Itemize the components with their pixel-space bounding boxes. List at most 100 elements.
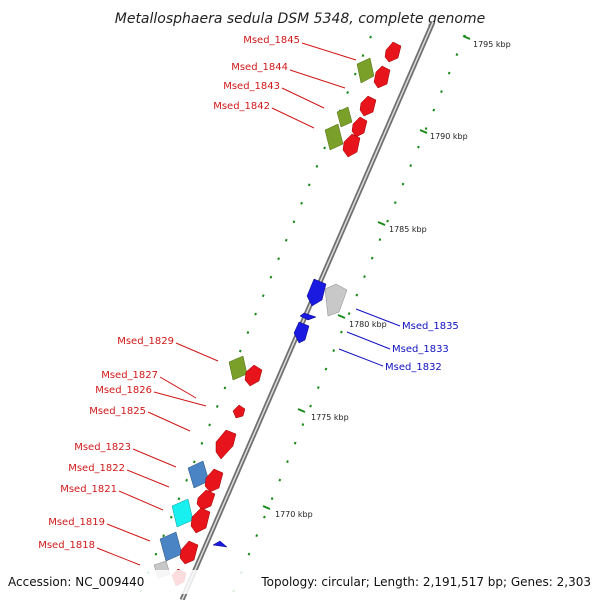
connector-1844 [289,69,346,89]
outer-ring-dot [286,460,289,464]
outer-ring-dot [370,256,374,260]
label-msed-1826[interactable]: Msed_1826 [95,385,152,396]
label-msed-1819[interactable]: Msed_1819 [48,517,105,528]
label-msed-1827[interactable]: Msed_1827 [101,370,158,381]
outer-ring-dot [278,478,282,482]
outer-ring-dot [417,145,420,149]
inner-ring-dot [361,54,365,58]
connector-1842 [271,107,315,129]
inner-ring-dot [269,275,273,279]
outer-ring-dot [340,330,343,334]
outer-ring-dot [409,164,413,168]
gene-msed-1842c[interactable] [342,133,361,158]
tick-label-1780: 1780 kbp [349,320,387,329]
scale-ring-inner [139,35,372,593]
label-msed-1844[interactable]: Msed_1844 [231,62,288,73]
tick-mark-1770 [262,505,271,510]
inner-ring-dot [323,146,326,150]
gene-msed-1844b[interactable] [373,65,391,89]
gene-msed-1819b[interactable] [179,540,199,565]
inner-ring-dot [177,497,181,501]
gene-msed-1835[interactable] [306,278,327,307]
inner-ring-dot [254,312,257,316]
outer-ring-dot [393,201,397,205]
footer-backdrop [0,570,600,594]
label-msed-1822[interactable]: Msed_1822 [68,463,125,474]
gene-msed-1842b[interactable] [324,123,344,151]
label-msed-1825[interactable]: Msed_1825 [89,406,146,417]
inner-ring-dot [223,386,227,390]
label-msed-1833[interactable]: Msed_1833 [392,344,449,355]
tick-mark-1795 [462,35,471,40]
gene-msed-1843b[interactable] [336,106,353,128]
inner-ring-dot [353,72,357,76]
gene-msed-1822[interactable] [196,489,216,511]
outer-ring-dot [455,53,459,57]
gene-msed-1844[interactable] [356,57,375,84]
gene-msed-1842[interactable] [351,116,368,138]
outer-ring-dot [347,312,351,316]
inner-ring-dot [369,35,372,39]
gene-msed-1821[interactable] [171,498,194,528]
tick-label-1770: 1770 kbp [275,510,313,519]
label-msed-1832[interactable]: Msed_1832 [385,362,442,373]
label-msed-1842[interactable]: Msed_1842 [213,101,270,112]
inner-ring-dot [261,294,265,298]
gene-msed-1845[interactable] [384,41,402,63]
connector-1835 [355,308,401,327]
accession-text: Accession: NC_009440 [8,575,144,589]
label-msed-1843[interactable]: Msed_1843 [223,81,280,92]
inner-ring-dot [162,534,165,538]
inner-ring-dot [284,238,288,242]
connector-1821 [118,490,164,511]
outer-ring-dot [355,293,359,297]
gene-msed-1823b[interactable] [204,468,224,493]
inner-ring-dot [215,404,219,408]
outer-ring-dot [255,534,259,538]
connector-1843 [281,87,325,109]
genome-summary-text: Topology: circular; Length: 2,191,517 bp… [260,575,591,589]
connector-1832 [338,348,384,367]
outer-ring-dot [270,497,274,501]
inner-ring-dot [315,164,319,168]
label-msed-1829[interactable]: Msed_1829 [117,336,174,347]
gene-msed-1826[interactable] [232,404,246,419]
gene-msed-1829[interactable] [228,355,248,381]
genome-backbone-highlight [181,21,434,600]
outer-ring-dot [447,71,451,75]
gene-msed-1843[interactable] [359,95,377,117]
gene-msed-1832[interactable] [293,321,310,344]
gene-msed-1825[interactable] [215,429,237,460]
gene-msed-1821b[interactable] [190,507,211,534]
tick-mark-1775 [297,408,306,413]
outer-ring-dot [324,367,328,371]
connector-1829 [175,342,219,362]
inner-ring-dot [246,331,250,335]
outer-ring-dot [263,515,266,519]
tick-label-1790: 1790 kbp [430,132,468,141]
tick-label-1795: 1795 kbp [473,40,511,49]
inner-ring-dot [277,257,280,261]
reverse-genes [212,278,348,548]
connector-1822 [126,469,170,488]
connector-1825 [147,411,191,432]
inner-ring-dot [208,423,211,427]
outer-ring-dot [432,108,436,112]
label-msed-1821[interactable]: Msed_1821 [60,484,117,495]
gene-msed-1829b[interactable] [244,364,263,387]
label-msed-1823[interactable]: Msed_1823 [74,442,131,453]
inner-ring-dot [169,515,173,519]
outer-ring-dot [309,404,312,408]
gene-msed-1833[interactable] [299,312,317,321]
gene-msed-1835b[interactable] [324,283,348,317]
gene-small-rev[interactable] [212,540,228,548]
tick-mark-1790 [419,129,428,134]
label-msed-1818[interactable]: Msed_1818 [38,540,95,551]
outer-ring-dot [401,182,405,186]
label-msed-1835[interactable]: Msed_1835 [402,321,459,332]
connector-1818 [96,547,141,566]
label-msed-1845[interactable]: Msed_1845 [243,35,300,46]
inner-ring-dot [292,220,296,224]
tick-mark-1780 [337,314,346,319]
outer-ring-dot [301,423,305,427]
